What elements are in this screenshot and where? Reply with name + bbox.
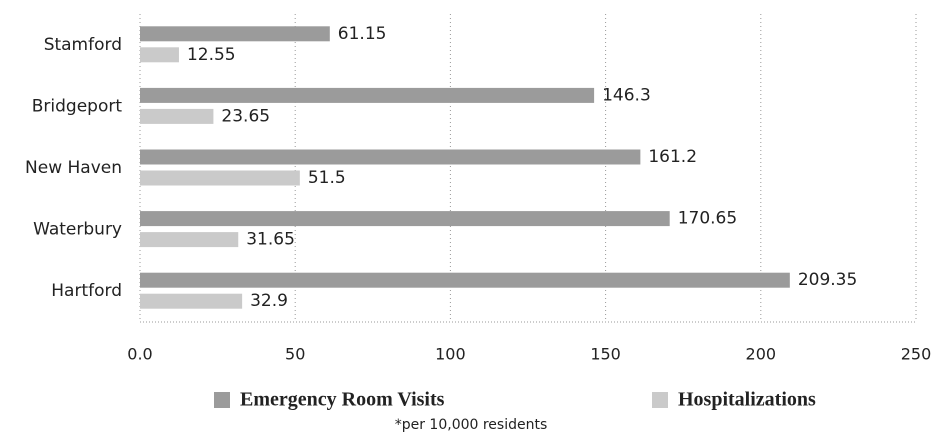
- footnote: *per 10,000 residents: [395, 417, 548, 433]
- bar: [140, 272, 790, 288]
- y-tick-label: Hartford: [51, 281, 122, 301]
- value-label: 23.65: [221, 106, 270, 126]
- x-tick-label: 250: [901, 345, 932, 364]
- bar: [140, 149, 641, 165]
- legend-label: Hospitalizations: [678, 389, 816, 411]
- legend-swatch: [652, 392, 668, 408]
- x-tick-label: 150: [590, 345, 621, 364]
- value-label: 31.65: [246, 230, 295, 250]
- bar: [140, 293, 243, 309]
- value-label: 146.3: [602, 85, 651, 105]
- legend-label: Emergency Room Visits: [240, 389, 445, 411]
- bar: [140, 170, 300, 186]
- y-tick-label: New Haven: [25, 158, 122, 178]
- x-tick-label: 50: [285, 345, 305, 364]
- y-tick-label: Stamford: [44, 35, 122, 55]
- x-tick-label: 0.0: [127, 345, 152, 364]
- x-tick-label: 100: [435, 345, 466, 364]
- x-tick-label: 200: [746, 345, 777, 364]
- value-label: 170.65: [678, 209, 737, 229]
- value-label: 51.5: [308, 168, 346, 188]
- value-label: 12.55: [187, 45, 236, 65]
- y-tick-label: Waterbury: [33, 220, 122, 240]
- value-label: 32.9: [250, 291, 288, 311]
- value-label: 61.15: [338, 24, 387, 44]
- bar: [140, 108, 214, 124]
- value-label: 209.35: [798, 270, 857, 290]
- legend-swatch: [214, 392, 230, 408]
- bar: [140, 232, 239, 248]
- bar: [140, 87, 595, 103]
- bar: [140, 26, 330, 42]
- value-label: 161.2: [648, 147, 697, 167]
- bar: [140, 47, 179, 63]
- y-tick-label: Bridgeport: [32, 96, 123, 116]
- bar: [140, 211, 670, 227]
